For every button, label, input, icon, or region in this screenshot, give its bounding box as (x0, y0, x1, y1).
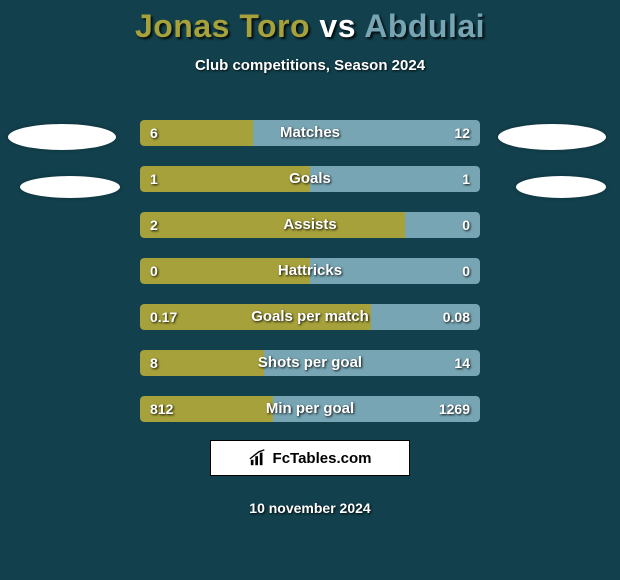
stat-bars: 612Matches11Goals20Assists00Hattricks0.1… (0, 110, 620, 432)
team-badge-placeholder (8, 124, 116, 150)
stat-label: Goals (140, 166, 480, 192)
title-vs: vs (310, 8, 364, 44)
title-player1: Jonas Toro (135, 8, 310, 44)
subtitle: Club competitions, Season 2024 (0, 57, 620, 74)
stat-label: Shots per goal (140, 350, 480, 376)
stat-row: 814Shots per goal (0, 340, 620, 386)
team-badge-placeholder (498, 124, 606, 150)
stat-label: Matches (140, 120, 480, 146)
bar-chart-icon (249, 449, 267, 467)
team-badge-placeholder (516, 176, 606, 198)
stat-row: 00Hattricks (0, 248, 620, 294)
page-title: Jonas Toro vs Abdulai (0, 0, 620, 45)
stat-label: Assists (140, 212, 480, 238)
logo-text: FcTables.com (273, 450, 372, 467)
stat-row: 20Assists (0, 202, 620, 248)
stat-label: Goals per match (140, 304, 480, 330)
stat-label: Hattricks (140, 258, 480, 284)
team-badge-placeholder (20, 176, 120, 198)
comparison-infographic: Jonas Toro vs Abdulai Club competitions,… (0, 0, 620, 580)
title-player2: Abdulai (364, 8, 485, 44)
stat-row: 8121269Min per goal (0, 386, 620, 432)
date: 10 november 2024 (0, 500, 620, 516)
stat-label: Min per goal (140, 396, 480, 422)
logo-box: FcTables.com (210, 440, 410, 476)
stat-row: 0.170.08Goals per match (0, 294, 620, 340)
